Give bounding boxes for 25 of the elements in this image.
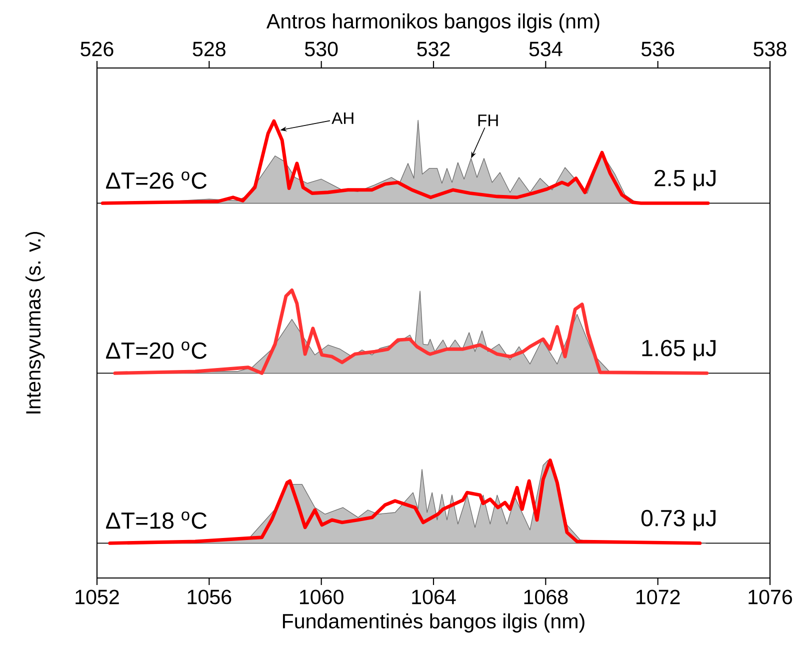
x-tick-label: 1060 [300, 590, 344, 604]
annotation: FH [478, 114, 498, 126]
x2-tick-label: 528 [192, 42, 226, 56]
x-tick-label: 1068 [524, 590, 568, 604]
x-axis-title: Fundamentinės bangos ilgis (nm) [282, 613, 584, 633]
x2-tick-label: 534 [529, 42, 562, 56]
x-tick-label: 1076 [748, 590, 792, 604]
x2-tick-label: 536 [641, 42, 674, 56]
annotation: ΔT=20 $^{o}$C [106, 342, 207, 359]
annotation: ΔT=18 $^{o}$C [106, 512, 207, 529]
x2-tick-label: 532 [417, 42, 450, 56]
y-axis-title: Intensyvumas (s. v.) [25, 232, 45, 414]
x-tick-label: 1064 [412, 590, 456, 604]
annotation: 2.5 μJ [654, 170, 716, 191]
annotation: ΔT=26 $^{o}$C [106, 172, 207, 189]
x2-tick-label: 526 [80, 42, 114, 56]
x2-tick-label: 538 [754, 42, 786, 56]
x-tick-label: 1056 [188, 590, 232, 604]
x2-tick-label: 530 [304, 42, 338, 56]
x-tick-label: 1072 [636, 590, 680, 604]
annotation: AH [332, 112, 354, 124]
annotation: 1.65 μJ [642, 340, 716, 361]
annotation: 0.73 μJ [641, 510, 716, 531]
x2-axis-title: Antros harmonikos bangos ilgis (nm) [266, 13, 600, 33]
x-tick-label: 1052 [76, 590, 119, 604]
